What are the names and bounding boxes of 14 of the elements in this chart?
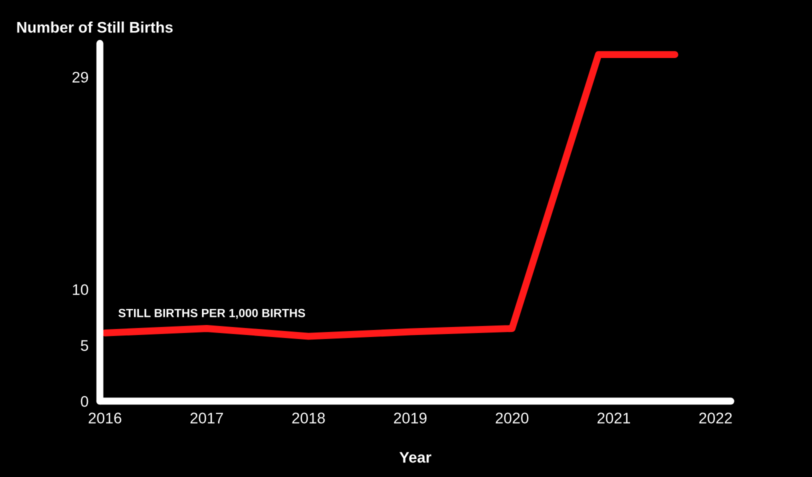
x-tick-label: 2018: [292, 412, 325, 424]
y-tick-label: 0: [80, 396, 88, 407]
series-label: STILL BIRTHS PER 1,000 BIRTHS: [118, 308, 306, 319]
x-tick-label: 2021: [598, 412, 630, 424]
y-tick-label: 29: [72, 72, 88, 83]
y-tick-label: 10: [72, 284, 88, 296]
y-axis-title: Number of Still Births: [17, 22, 173, 33]
x-tick-label: 2022: [699, 412, 732, 424]
y-tick-label: 5: [80, 340, 88, 351]
x-tick-label: 2016: [88, 412, 122, 424]
x-tick-label: 2017: [190, 412, 223, 424]
x-axis-title: Year: [399, 452, 432, 463]
x-tick-label: 2019: [394, 412, 427, 424]
x-tick-label: 2020: [496, 412, 528, 424]
